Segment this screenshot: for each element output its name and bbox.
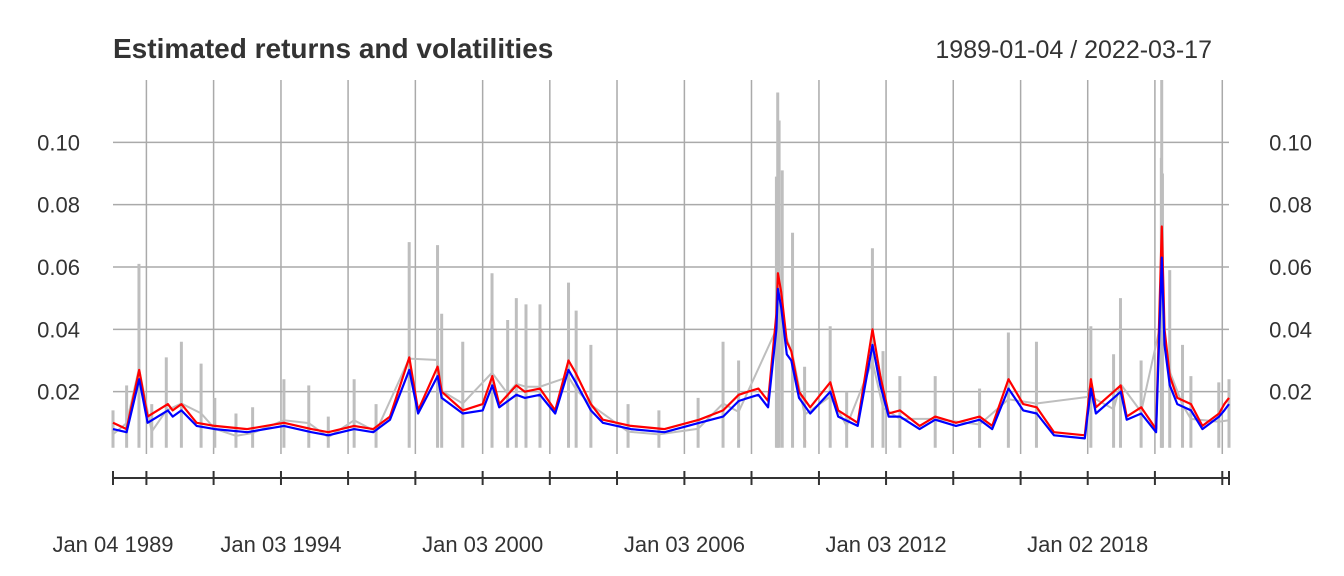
- y-axis-labels: 0.02 0.02 0.04 0.04 0.06 0.06 0.08 0.08 0.10 0.10: [37, 130, 1312, 404]
- y-tick-label-right: 0.10: [1269, 130, 1312, 155]
- y-tick-label-left: 0.04: [37, 317, 80, 342]
- x-axis: Jan 04 1989 Jan 03 1994 Jan 03 2000 Jan 03 …: [52, 471, 1230, 557]
- y-tick-label-right: 0.06: [1269, 255, 1312, 280]
- y-tick-label-right: 0.08: [1269, 193, 1312, 218]
- vol_model_blue-line: [112, 256, 1230, 440]
- date-range-label: 1989-01-04 / 2022-03-17: [935, 36, 1212, 64]
- x-tick-label: Jan 02 2018: [1027, 532, 1148, 557]
- gridlines: [113, 80, 1229, 454]
- vol_model_red-line: [112, 225, 1230, 437]
- chart-title: Estimated returns and volatilities: [113, 33, 553, 64]
- y-tick-label-left: 0.10: [37, 130, 80, 155]
- y-tick-label-left: 0.08: [37, 193, 80, 218]
- x-tick-label: Jan 03 2012: [825, 532, 946, 557]
- volatility-series: [112, 225, 1230, 440]
- x-tick-label: Jan 03 2006: [624, 532, 745, 557]
- y-tick-label-right: 0.04: [1269, 317, 1312, 342]
- x-tick-label: Jan 03 1994: [220, 532, 341, 557]
- y-tick-label-left: 0.02: [37, 380, 80, 405]
- y-tick-label-left: 0.06: [37, 255, 80, 280]
- y-tick-label-right: 0.02: [1269, 380, 1312, 405]
- x-tick-label: Jan 03 2000: [422, 532, 543, 557]
- x-tick-label: Jan 04 1989: [52, 532, 173, 557]
